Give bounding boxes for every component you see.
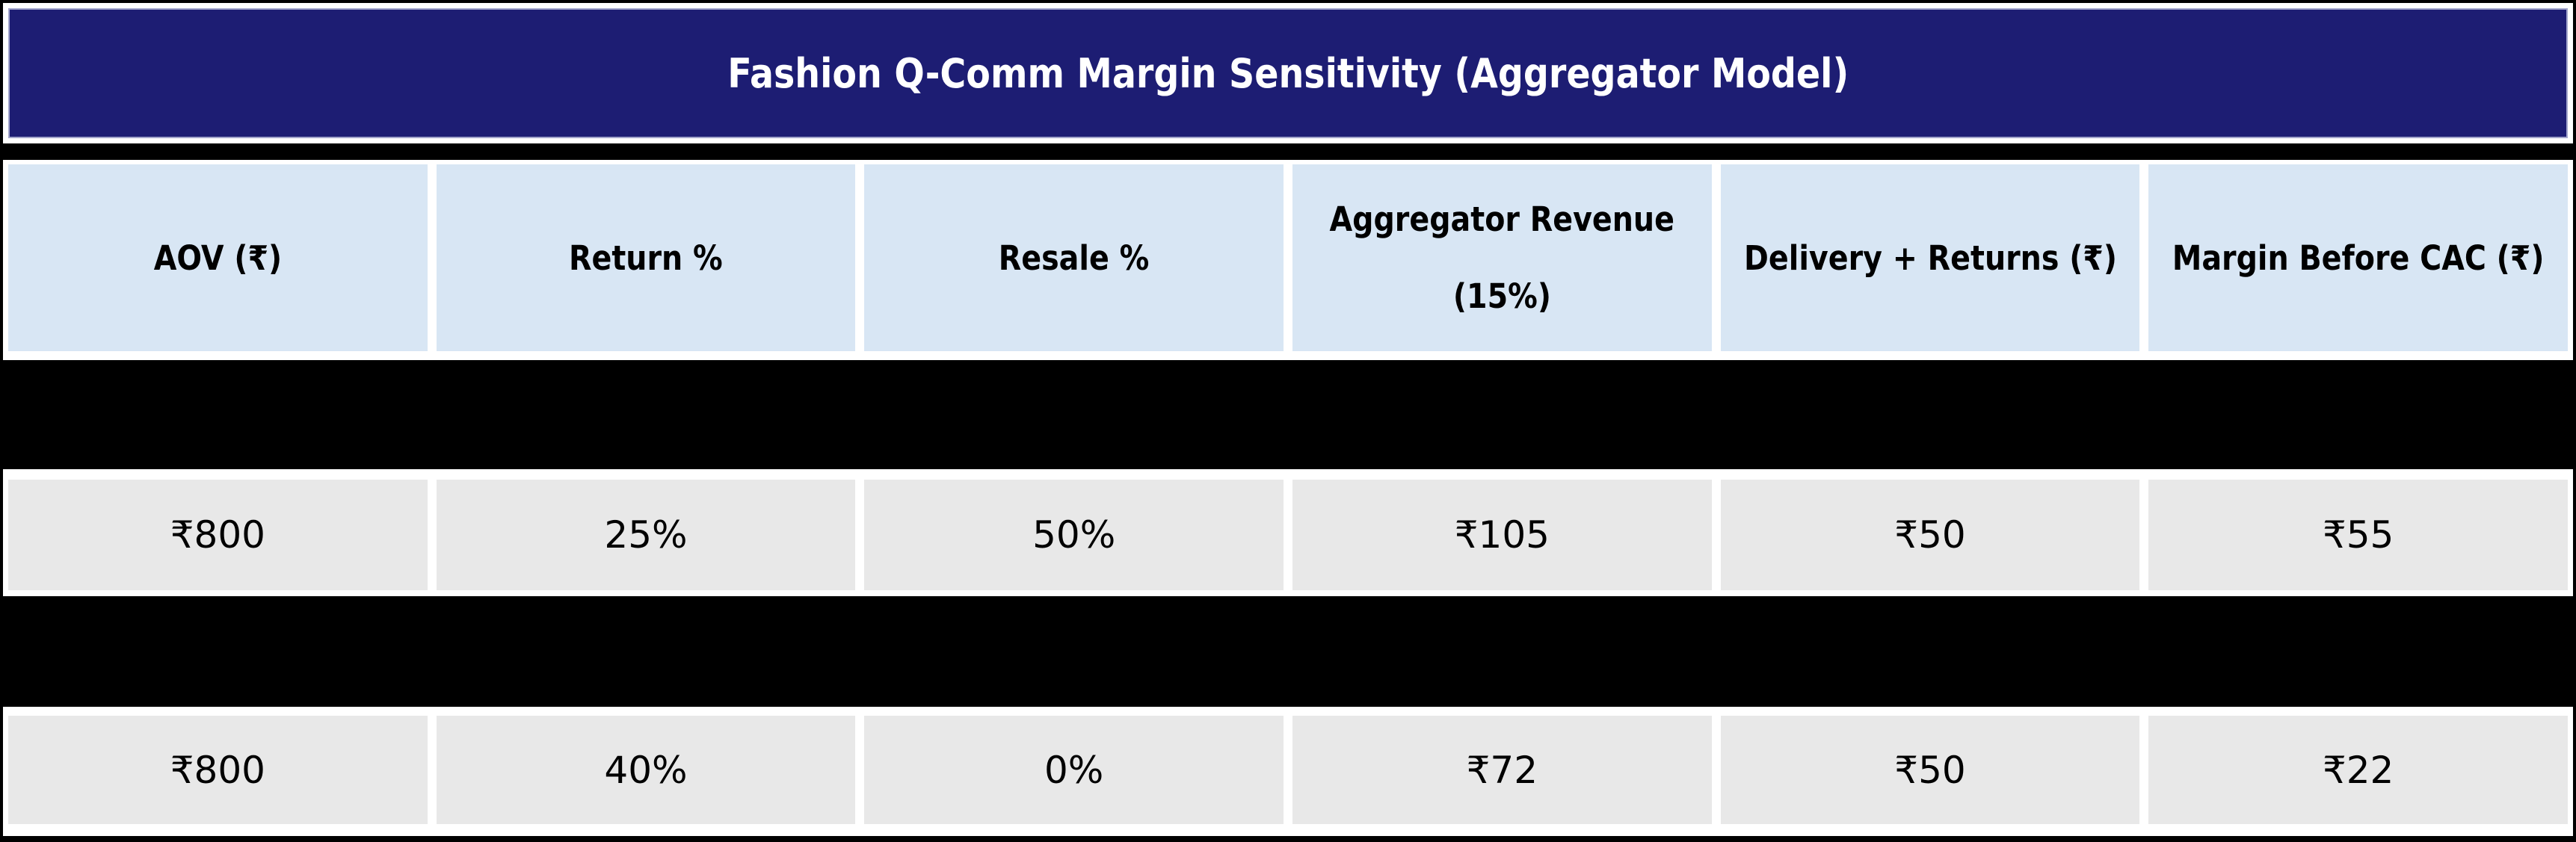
table-title-bar: Fashion Q-Comm Margin Sensitivity (Aggre…: [8, 8, 2568, 138]
cell-value: 25%: [604, 513, 688, 557]
table-cell: ₹72: [1292, 716, 1712, 824]
column-header-label: Margin Before CAC (₹): [2172, 238, 2545, 278]
title-separator-band: [3, 143, 2573, 160]
column-header-aov: AOV (₹): [8, 164, 428, 351]
table-cell: 25%: [436, 480, 856, 590]
cell-value: ₹800: [170, 513, 265, 557]
column-header-delivery-returns: Delivery + Returns (₹): [1720, 164, 2140, 351]
cell-value: ₹50: [1894, 513, 1966, 557]
column-header-aggregator-revenue: Aggregator Revenue (15%): [1292, 164, 1712, 351]
header-row: AOV (₹) Return % Resale % Aggregator Rev…: [8, 164, 2568, 351]
table-cell: 40%: [436, 716, 856, 824]
table-cell: ₹800: [8, 480, 428, 590]
cell-value: 50%: [1032, 513, 1116, 557]
column-header-label: Resale %: [998, 238, 1150, 278]
cell-value: ₹105: [1454, 513, 1550, 557]
column-header-margin-before-cac: Margin Before CAC (₹): [2148, 164, 2568, 351]
column-header-label: Return %: [569, 238, 723, 278]
cell-value: 40%: [604, 748, 688, 792]
cell-value: ₹55: [2322, 513, 2394, 557]
table-row-2: ₹800 40% 0% ₹72 ₹50 ₹22: [8, 716, 2568, 824]
column-header-label: AOV (₹): [153, 238, 283, 278]
table-cell: 0%: [864, 716, 1284, 824]
cell-value: 0%: [1044, 748, 1104, 792]
column-header-label-line1: Aggregator Revenue: [1329, 199, 1675, 239]
table-row-1: ₹800 25% 50% ₹105 ₹50 ₹55: [8, 480, 2568, 590]
table-cell: ₹50: [1720, 716, 2140, 824]
redacted-row-2: [3, 596, 2573, 707]
column-header-resale-pct: Resale %: [864, 164, 1284, 351]
cell-value: ₹22: [2322, 748, 2394, 792]
redacted-row-1: [3, 360, 2573, 469]
table-title: Fashion Q-Comm Margin Sensitivity (Aggre…: [727, 49, 1849, 97]
cell-value: ₹50: [1894, 748, 1966, 792]
cell-value: ₹800: [170, 748, 265, 792]
column-header-label-line2: (15%): [1452, 276, 1551, 316]
table-cell: 50%: [864, 480, 1284, 590]
table-cell: ₹22: [2148, 716, 2568, 824]
table-cell: ₹105: [1292, 480, 1712, 590]
table-cell: ₹800: [8, 716, 428, 824]
column-header-return-pct: Return %: [436, 164, 856, 351]
cell-value: ₹72: [1466, 748, 1538, 792]
table-cell: ₹50: [1720, 480, 2140, 590]
column-header-label: Delivery + Returns (₹): [1743, 238, 2117, 278]
table-cell: ₹55: [2148, 480, 2568, 590]
